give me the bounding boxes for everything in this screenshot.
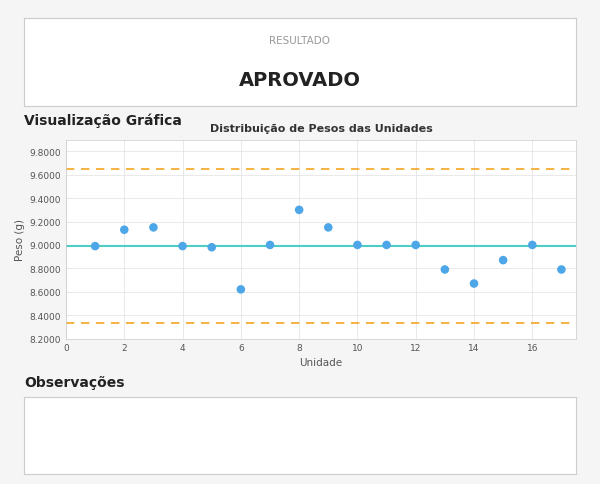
Text: Observações: Observações (24, 376, 125, 389)
Title: Distribuição de Pesos das Unidades: Distribuição de Pesos das Unidades (209, 124, 433, 134)
Point (382, 242, 391, 249)
Point (119, 227, 129, 234)
Point (149, 224, 158, 232)
Point (236, 286, 245, 294)
Text: RESULTADO: RESULTADO (269, 36, 331, 46)
Y-axis label: Peso (g): Peso (g) (16, 219, 25, 260)
Point (440, 266, 449, 274)
X-axis label: Unidade: Unidade (299, 357, 343, 367)
Point (499, 257, 508, 264)
Point (207, 244, 217, 252)
Legend: Pesos Individuais, Peso Médio, Limite Superior, Limite Inferior: Pesos Individuais, Peso Médio, Limite Su… (139, 397, 503, 414)
Point (527, 242, 537, 249)
Point (323, 224, 333, 232)
Point (295, 207, 304, 214)
Point (265, 242, 275, 249)
Point (557, 266, 566, 274)
Point (469, 280, 479, 288)
Text: Visualização Gráfica: Visualização Gráfica (24, 114, 182, 128)
Point (353, 242, 362, 249)
Point (411, 242, 421, 249)
Point (178, 242, 187, 250)
Point (91, 242, 100, 250)
Text: APROVADO: APROVADO (239, 71, 361, 90)
